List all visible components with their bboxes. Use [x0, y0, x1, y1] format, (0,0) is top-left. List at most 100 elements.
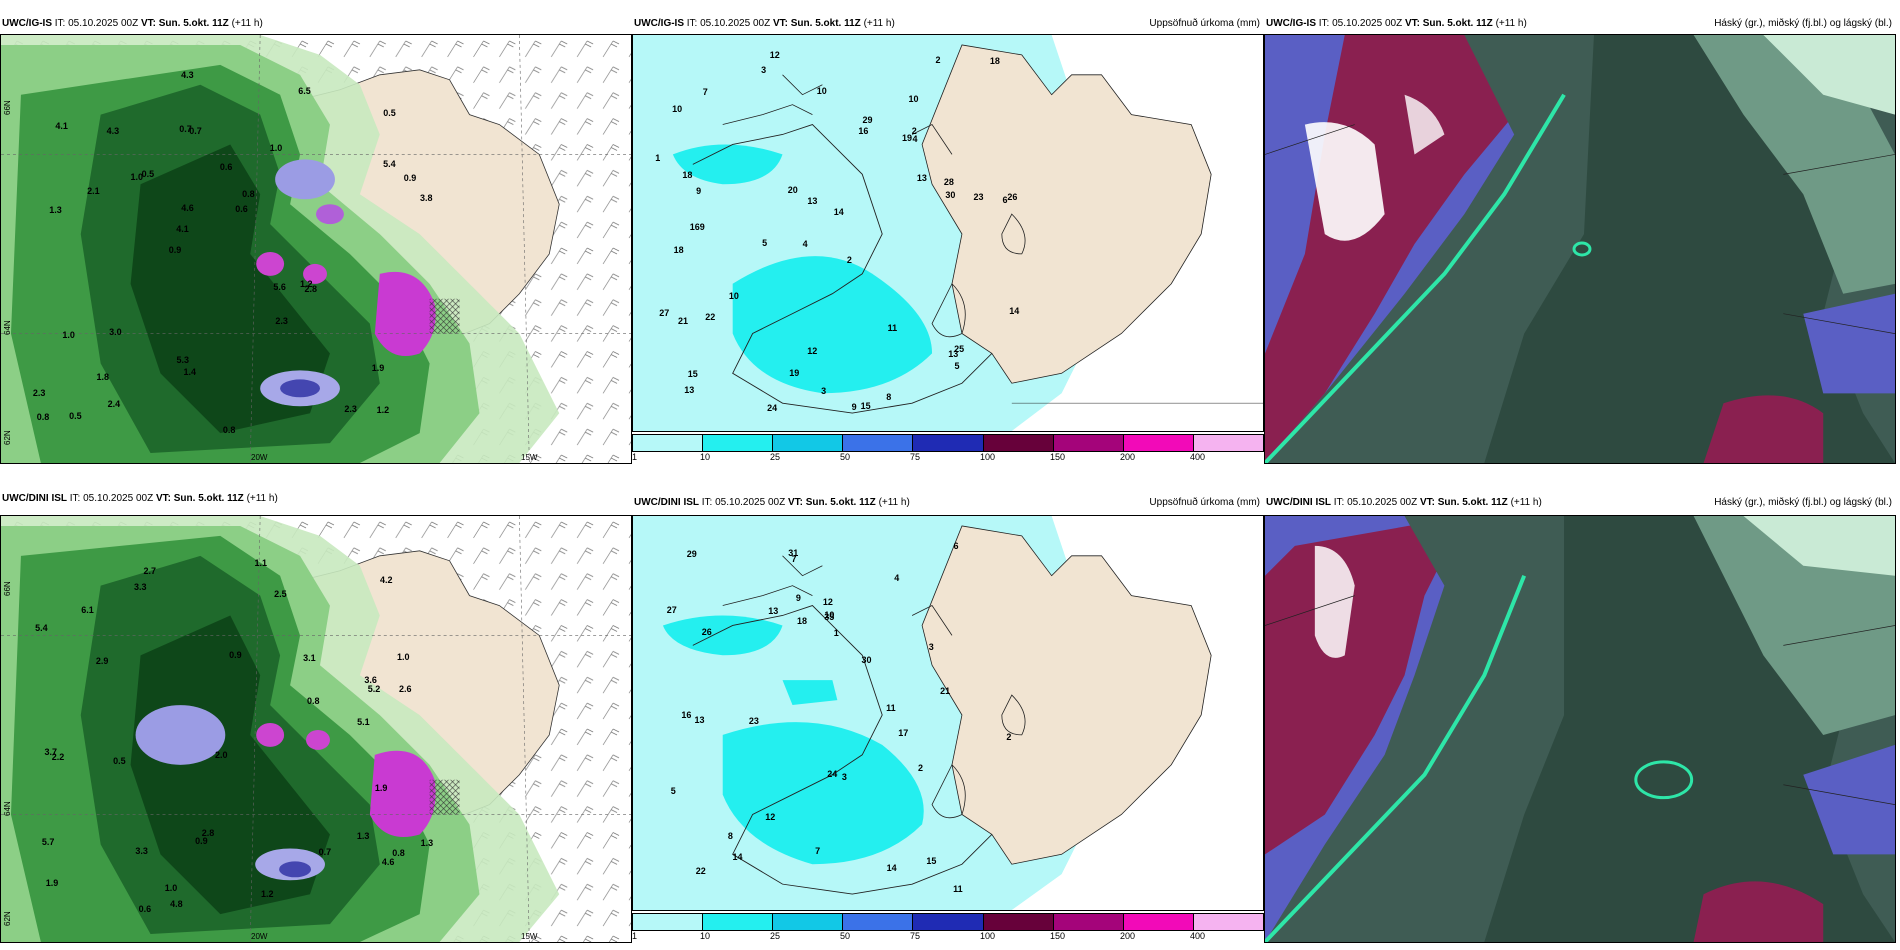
legend-swatch — [633, 914, 704, 930]
legend-swatch — [773, 435, 844, 451]
legend-tick: 50 — [840, 452, 851, 462]
legend-tick: 50 — [840, 931, 851, 941]
map-value-label: 0.7 — [189, 125, 202, 136]
panel-title: UWC/DINI ISL IT: 05.10.2025 00Z VT: Sun.… — [2, 493, 278, 504]
wind-panel-bottom: UWC/DINI ISL IT: 05.10.2025 00Z VT: Sun.… — [0, 493, 632, 943]
wind-value-labels: 1.2 1.3 0.5 0.9 1.0 0.5 0.7 0.6 1.0 0.5 2.3 1.8 0.7 0… — [1, 35, 631, 463]
map-value-label: 18 — [989, 55, 1000, 66]
map-value-label: 3.6 — [364, 675, 377, 686]
map-value-label: 21 — [940, 686, 951, 697]
map-value-label: 35 — [824, 612, 835, 623]
lat-label-64: 64N — [3, 801, 12, 816]
map-value-label: 1.9 — [45, 877, 59, 888]
map-value-label: 3 — [761, 65, 767, 76]
map-value-label: 1.3 — [356, 831, 370, 842]
map-value-label: 14 — [1009, 305, 1020, 316]
map-value-label: 7 — [791, 553, 797, 564]
map-value-label: 19 — [789, 367, 800, 378]
map-value-label: 1 — [655, 152, 661, 163]
map-value-label: 6 — [1002, 195, 1008, 206]
cloud-title: Háský (gr.), miðský (fj.bl.) og lágský (… — [1714, 497, 1892, 508]
map-value-label: 6.1 — [81, 605, 94, 616]
wind-map-top: 1.2 1.3 0.5 0.9 1.0 0.5 0.7 0.6 1.0 0.5 2.3 1.8 0.7 0… — [0, 34, 632, 464]
cloud-map-bottom — [1264, 515, 1896, 943]
map-value-label: 14 — [732, 852, 743, 863]
cloud-title: Háský (gr.), miðský (fj.bl.) og lágský (… — [1714, 18, 1892, 29]
map-value-label: 9 — [851, 402, 857, 413]
precip-title: Uppsöfnuð úrkoma (mm) — [1149, 497, 1260, 508]
map-value-label: 0.9 — [403, 172, 417, 183]
precip-map-svg — [633, 35, 1263, 431]
map-value-label: 0.9 — [229, 649, 242, 660]
map-value-label: 9 — [696, 185, 702, 196]
map-value-label: 1.0 — [62, 329, 75, 340]
map-value-label: 3.8 — [420, 192, 433, 203]
map-value-label: 0.6 — [219, 161, 233, 172]
lat-label-66: 66N — [3, 581, 12, 596]
panel-title: UWC/DINI ISL IT: 05.10.2025 00Z VT: Sun.… — [634, 497, 910, 508]
map-value-label: 13 — [684, 385, 695, 396]
map-value-label: 2.6 — [399, 684, 412, 695]
lat-label-62: 62N — [3, 911, 12, 926]
map-value-label: 1.3 — [49, 204, 62, 215]
legend-ticks: 1 10 25 50 75 100 150 200 400 — [632, 931, 1264, 943]
map-value-label: 4.1 — [55, 121, 68, 132]
map-value-label: 29 — [862, 115, 873, 126]
map-value-label: 8 — [886, 391, 892, 402]
legend-tick: 75 — [910, 931, 921, 941]
map-value-label: 5.1 — [357, 716, 370, 727]
map-value-label: 2.9 — [95, 655, 109, 666]
legend-tick: 10 — [700, 452, 711, 462]
map-value-label: 0.9 — [195, 835, 208, 846]
map-value-label: 11 — [953, 884, 963, 895]
map-value-label: 5.7 — [41, 836, 55, 847]
legend-tick: 75 — [910, 452, 921, 462]
lon-label-20w: 20W — [251, 932, 268, 941]
map-value-label: 9 — [699, 221, 705, 232]
map-value-label: 27 — [666, 604, 677, 615]
map-value-label: 0.5 — [383, 107, 396, 118]
map-value-label: 4.3 — [181, 70, 194, 81]
map-value-label: 2.0 — [215, 749, 228, 760]
cloud-map-svg — [1265, 516, 1895, 942]
lon-label-15w: 15W — [521, 453, 538, 462]
map-value-label: 2.1 — [87, 185, 100, 196]
map-value-label: 27 — [659, 307, 670, 318]
map-value-label: 0.5 — [113, 755, 126, 766]
legend-swatch — [773, 914, 844, 930]
map-value-label: 0.8 — [242, 188, 255, 199]
map-value-label: 2 — [918, 762, 924, 773]
map-value-label: 5.6 — [273, 281, 286, 292]
legend-swatch — [1123, 435, 1194, 451]
legend-tick: 25 — [770, 931, 781, 941]
legend-swatch — [843, 435, 914, 451]
map-value-label: 13 — [768, 605, 779, 616]
legend-swatch — [983, 914, 1054, 930]
map-value-label: 4.6 — [381, 856, 395, 867]
cloud-map-top — [1264, 34, 1896, 464]
map-value-label: 2.2 — [51, 752, 65, 763]
legend-swatch — [1053, 914, 1124, 930]
legend-tick: 150 — [1050, 452, 1066, 462]
map-value-label: 4 — [802, 238, 808, 249]
panel-title: UWC/IG-IS IT: 05.10.2025 00Z VT: Sun. 5.… — [2, 18, 263, 29]
map-value-label: 5.4 — [35, 623, 48, 634]
map-value-label: 15 — [860, 400, 871, 411]
legend-swatch — [843, 914, 914, 930]
map-value-label: 28 — [943, 176, 954, 187]
map-value-label: 2 — [911, 126, 917, 137]
map-value-label: 2 — [1006, 731, 1012, 742]
map-value-label: 2.5 — [274, 589, 287, 600]
lat-label-64: 64N — [3, 320, 12, 335]
map-value-label: 30 — [945, 190, 956, 201]
map-value-label: 11 — [887, 323, 898, 334]
legend-tick: 1 — [632, 452, 638, 462]
map-value-label: 26 — [701, 626, 712, 637]
map-value-label: 13 — [948, 349, 959, 360]
map-value-label: 12 — [807, 346, 818, 357]
map-value-label: 4.6 — [181, 202, 194, 213]
map-value-label: 19 — [901, 132, 912, 143]
precip-map-top: 12 10 6 4 2 9 10 19 18 16 14 13 3 5 9 15 12 2 13 10 9 16 26 23 2… — [632, 34, 1264, 432]
map-value-label: 3 — [841, 772, 847, 783]
legend-tick: 150 — [1050, 931, 1066, 941]
